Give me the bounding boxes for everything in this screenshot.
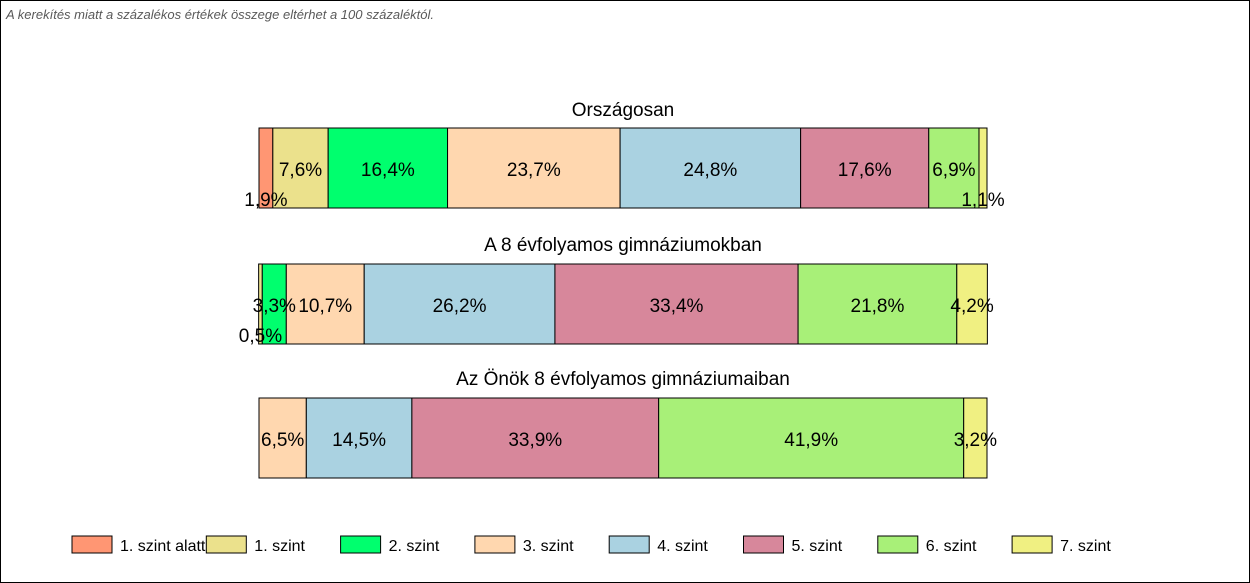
legend-label: 7. szint <box>1060 538 1111 555</box>
segment-label: 21,8% <box>851 296 905 317</box>
legend-label: 4. szint <box>657 538 708 555</box>
bar-segment <box>327 127 449 209</box>
bar-segment <box>619 127 802 209</box>
legend-label: 1. szint <box>254 538 305 555</box>
bar-segment <box>963 397 988 479</box>
bar-title: Országosan <box>572 100 674 121</box>
bar-title: Az Önök 8 évfolyamos gimnáziumaiban <box>456 369 790 390</box>
legend-label: 6. szint <box>926 538 977 555</box>
bar-segment <box>928 127 980 209</box>
legend-label: 5. szint <box>792 538 843 555</box>
legend-item: 6. szint <box>877 535 977 555</box>
bar-group-2: A 8 évfolyamos gimnáziumokban 0,5% 3,3% 10,… <box>239 235 994 347</box>
legend-swatch <box>71 535 113 554</box>
legend-label: 1. szint alatti <box>120 538 209 555</box>
segment-label: 10,7% <box>298 296 352 317</box>
legend-swatch <box>205 535 247 554</box>
legend-swatch <box>743 535 784 554</box>
segment-label: 16,4% <box>361 160 415 181</box>
legend-item: 3. szint <box>474 535 574 555</box>
bar-segment <box>258 397 307 479</box>
bar-segment <box>800 127 930 209</box>
legend-item: 7. szint <box>1011 535 1111 555</box>
bar-segment <box>797 263 958 345</box>
legend-swatch <box>608 535 650 554</box>
segment-label: 33,9% <box>508 430 562 451</box>
bar-segment <box>956 263 988 345</box>
legend-swatch <box>877 535 919 554</box>
bar-title: A 8 évfolyamos gimnáziumokban <box>484 235 762 256</box>
legend-label: 2. szint <box>389 538 440 555</box>
segment-label: 41,9% <box>784 430 838 451</box>
rounding-note: A kerekítés miatt a százalékos értékek ö… <box>6 7 435 22</box>
segment-label: 3,2% <box>954 430 997 451</box>
bar-segment <box>658 397 965 479</box>
segment-label: 23,7% <box>507 160 561 181</box>
legend: 1. szint alatti 1. szint 2. szint 3. szint 4… <box>71 535 1111 555</box>
legend-swatch <box>1011 535 1053 554</box>
bar-segment <box>285 263 365 345</box>
segment-label: 33,4% <box>650 296 704 317</box>
bar-segment <box>447 127 621 209</box>
bar-segment <box>978 127 988 209</box>
segment-label: 7,6% <box>279 160 322 181</box>
legend-item: 5. szint <box>743 535 843 555</box>
legend-item: 1. szint alatti <box>71 535 209 555</box>
legend-item: 2. szint <box>340 535 440 555</box>
segment-label: 6,5% <box>261 430 304 451</box>
legend-item: 1. szint <box>205 535 306 555</box>
segment-label: 24,8% <box>683 160 737 181</box>
bar-group-1: Országosan 1,9% 7,6% 16,4% 23,7% 24,8% 17,6% 6,… <box>244 100 1004 211</box>
legend-item: 4. szint <box>608 535 708 555</box>
bar-segment <box>305 397 413 479</box>
bar-segment <box>261 263 287 345</box>
segment-label: 1,9% <box>244 190 287 211</box>
bar-segment <box>554 263 799 345</box>
segment-label: 4,2% <box>950 296 993 317</box>
segment-label: 1,1% <box>961 190 1004 211</box>
segment-label: 26,2% <box>433 296 487 317</box>
bar-group-3: Az Önök 8 évfolyamos gimnáziumaiban 6,5% 1… <box>258 369 997 479</box>
segment-label: 3,3% <box>253 296 296 317</box>
segment-label: 0,5% <box>239 326 282 347</box>
bars-layer: Országosan 1,9% 7,6% 16,4% 23,7% 24,8% 17,6% 6,… <box>239 100 1005 479</box>
legend-swatch <box>340 535 382 554</box>
segment-label: 6,9% <box>932 160 975 181</box>
legend-label: 3. szint <box>523 538 574 555</box>
segment-label: 14,5% <box>332 430 386 451</box>
segment-label: 17,6% <box>838 160 892 181</box>
bar-segment <box>411 397 660 479</box>
legend-swatch <box>474 535 516 554</box>
